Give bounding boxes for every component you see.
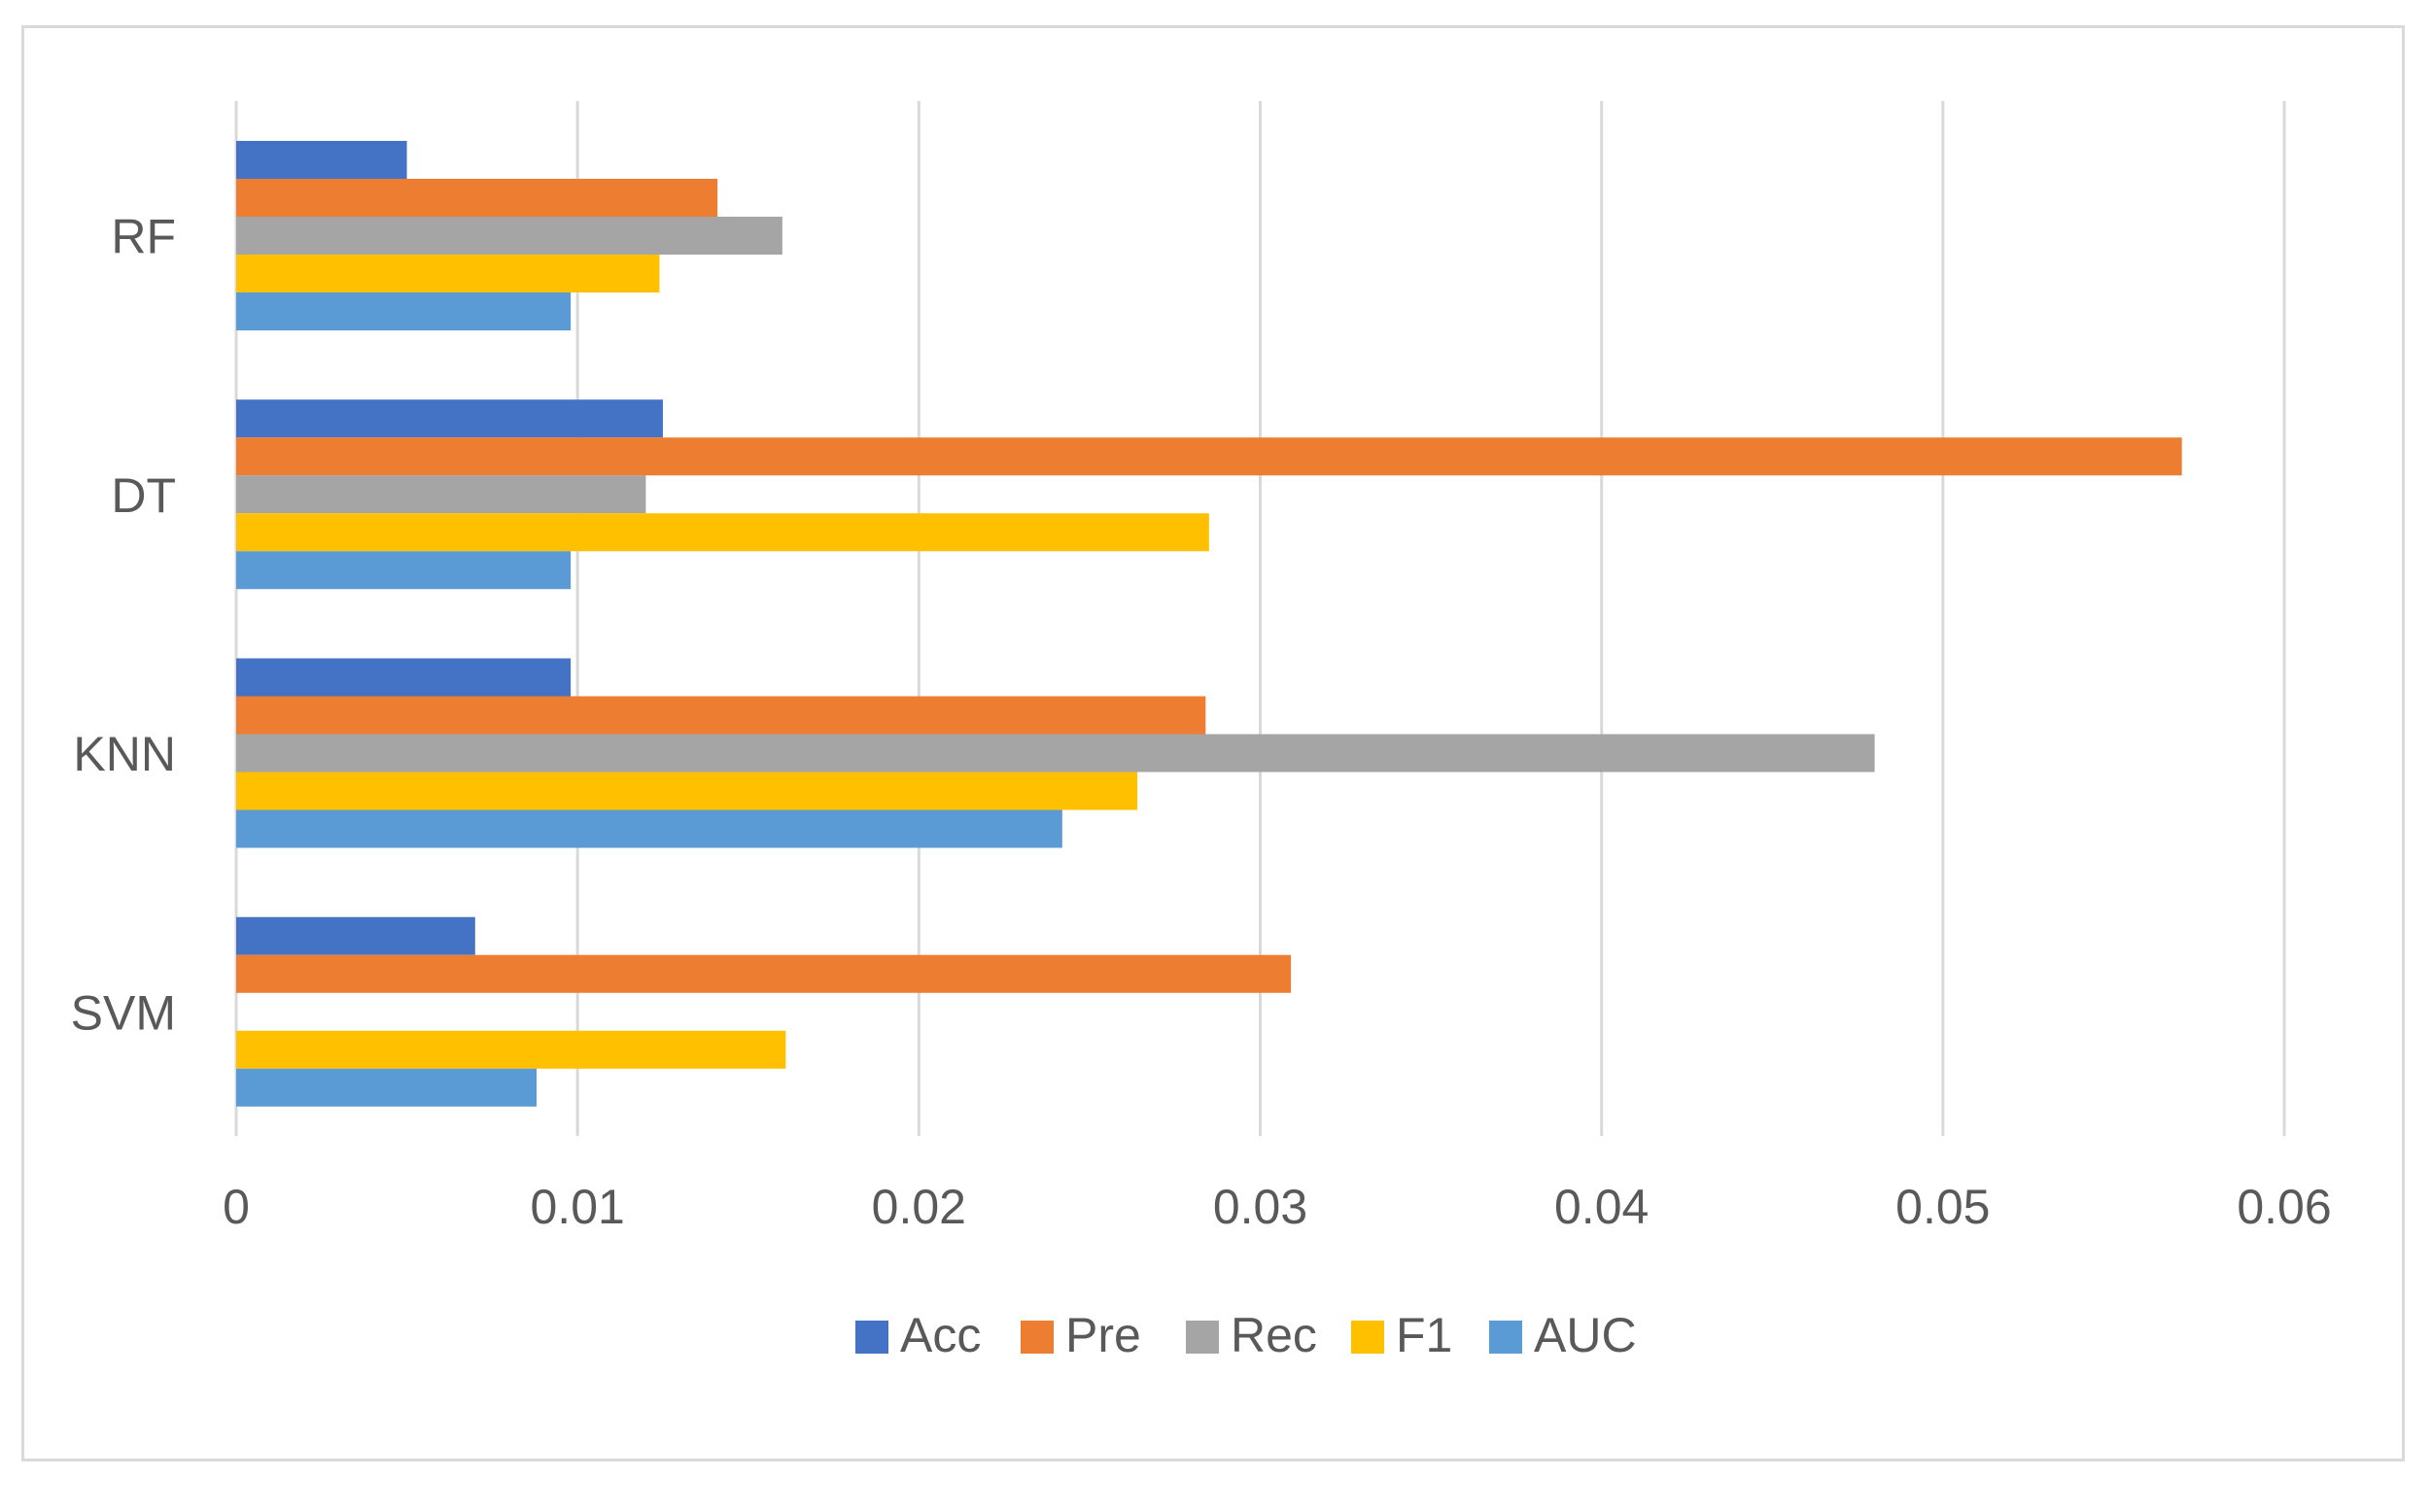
legend-swatch (1351, 1321, 1384, 1354)
axes: 0 0.01 0.02 0.03 0.04 0.05 0.06 RF DT KNN SVM (71, 210, 2332, 1235)
category-label: KNN (73, 727, 176, 781)
x-tick-label: 0.05 (1895, 1180, 1990, 1234)
legend-label: F1 (1396, 1308, 1452, 1362)
legend: Acc Pre Rec F1 AUC (855, 1308, 1637, 1362)
bar-knn-pre (236, 696, 1206, 735)
bar-rf-rec (236, 217, 782, 255)
bar-dt-rec (236, 475, 646, 514)
x-tick-label: 0.04 (1554, 1180, 1649, 1234)
bar-rf-acc (236, 141, 407, 179)
category-label: DT (111, 468, 176, 523)
bar-svm-f1 (236, 1030, 786, 1069)
bar-dt-auc (236, 551, 572, 590)
bar-svm-pre (236, 954, 1292, 993)
legend-item-acc: Acc (855, 1308, 981, 1362)
legend-label: Rec (1231, 1308, 1317, 1362)
legend-label: AUC (1534, 1308, 1637, 1362)
bar-knn-f1 (236, 772, 1138, 810)
legend-label: Acc (900, 1308, 981, 1362)
bar-knn-rec (236, 734, 1875, 773)
bar-dt-pre (236, 437, 2182, 476)
x-tick-label: 0 (223, 1180, 250, 1234)
bar-rf-f1 (236, 255, 660, 292)
x-tick-label: 0.02 (872, 1180, 966, 1234)
category-label: RF (111, 210, 176, 264)
legend-swatch (855, 1321, 888, 1354)
chart-svg: 0 0.01 0.02 0.03 0.04 0.05 0.06 RF DT KNN SVM Acc P… (71, 101, 2332, 1362)
legend-swatch (1021, 1321, 1054, 1354)
category-label: SVM (71, 985, 176, 1040)
bars (236, 141, 2182, 1107)
bar-dt-f1 (236, 513, 1209, 552)
x-tick-label: 0.06 (2237, 1180, 2331, 1234)
bar-rf-pre (236, 179, 718, 217)
chart-frame: 0 0.01 0.02 0.03 0.04 0.05 0.06 RF DT KNN SVM Acc P… (21, 25, 2405, 1461)
legend-item-auc: AUC (1489, 1308, 1637, 1362)
legend-swatch (1186, 1321, 1219, 1354)
bar-dt-acc (236, 399, 663, 438)
bar-svm-acc (236, 916, 475, 955)
bar-knn-auc (236, 809, 1062, 848)
x-tick-label: 0.01 (531, 1180, 625, 1234)
legend-swatch (1489, 1321, 1522, 1354)
x-tick-label: 0.03 (1213, 1180, 1307, 1234)
legend-item-pre: Pre (1021, 1308, 1141, 1362)
bar-rf-auc (236, 292, 572, 330)
bar-knn-acc (236, 658, 572, 697)
legend-item-f1: F1 (1351, 1308, 1452, 1362)
bar-svm-auc (236, 1068, 538, 1107)
legend-item-rec: Rec (1186, 1308, 1317, 1362)
legend-label: Pre (1065, 1308, 1141, 1362)
